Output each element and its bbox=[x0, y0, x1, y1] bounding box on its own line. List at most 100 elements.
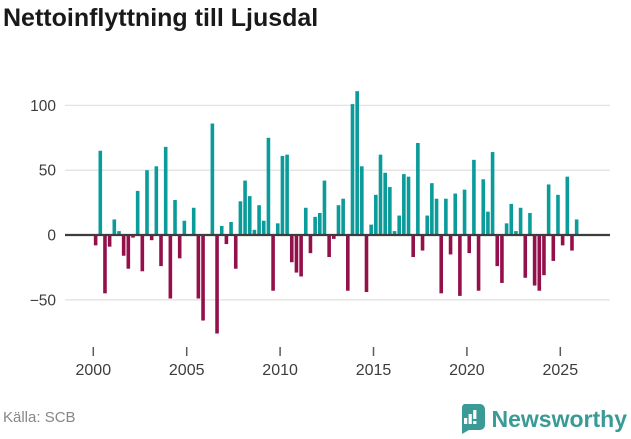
logo-bar-small bbox=[463, 418, 467, 424]
x-axis-label-2025: 2025 bbox=[543, 362, 579, 379]
bar bbox=[490, 152, 495, 235]
bar bbox=[229, 222, 233, 235]
bar bbox=[280, 155, 285, 235]
bar bbox=[486, 211, 490, 235]
bar bbox=[210, 123, 215, 235]
bar bbox=[369, 224, 373, 235]
y-axis-label--50: −50 bbox=[30, 292, 57, 309]
bar bbox=[140, 235, 145, 272]
bar bbox=[117, 231, 121, 235]
bar bbox=[402, 174, 406, 235]
bar bbox=[523, 235, 528, 278]
bar bbox=[98, 150, 103, 235]
bar bbox=[383, 172, 387, 235]
bar bbox=[112, 219, 117, 235]
bar bbox=[266, 137, 271, 235]
bar bbox=[308, 235, 313, 254]
bar bbox=[168, 235, 173, 299]
bar bbox=[458, 235, 462, 296]
x-axis-label-2020: 2020 bbox=[449, 362, 485, 379]
logo-bar-medium bbox=[468, 414, 472, 424]
bar bbox=[126, 235, 131, 269]
bar bbox=[476, 235, 481, 291]
bar bbox=[327, 235, 331, 258]
chart-footer: Källa: SCB Newsworthy bbox=[0, 397, 631, 439]
newsworthy-logo-icon bbox=[461, 404, 485, 434]
bar bbox=[532, 235, 537, 286]
x-axis-label-2010: 2010 bbox=[262, 362, 298, 379]
bar bbox=[215, 235, 219, 334]
bar bbox=[350, 104, 355, 235]
y-axis-label-100: 100 bbox=[30, 98, 56, 115]
bar bbox=[289, 235, 294, 263]
bar bbox=[261, 220, 266, 235]
bar bbox=[560, 235, 565, 246]
bar bbox=[135, 190, 140, 235]
bar bbox=[121, 235, 126, 256]
bar bbox=[177, 235, 182, 259]
bar bbox=[107, 235, 112, 247]
bar bbox=[332, 235, 336, 239]
bar bbox=[303, 207, 308, 235]
bar bbox=[294, 235, 299, 273]
page-title: Nettoinflyttning till Ljusdal bbox=[3, 4, 319, 32]
bar bbox=[196, 235, 201, 299]
bar bbox=[252, 229, 257, 235]
bar bbox=[285, 154, 289, 235]
y-axis-label-50: 50 bbox=[39, 163, 57, 180]
bar bbox=[411, 235, 415, 258]
bar bbox=[542, 235, 546, 276]
bar bbox=[322, 180, 327, 235]
bar bbox=[374, 194, 378, 235]
bar bbox=[467, 235, 472, 254]
source-label: Källa: SCB bbox=[3, 409, 76, 426]
x-axis-label-2015: 2015 bbox=[356, 362, 392, 379]
bar bbox=[159, 235, 163, 267]
bar bbox=[416, 142, 420, 235]
bar bbox=[318, 212, 322, 235]
bar bbox=[145, 170, 149, 235]
bar bbox=[570, 235, 574, 251]
bar bbox=[537, 235, 542, 291]
bar bbox=[219, 225, 224, 235]
bar bbox=[191, 207, 196, 235]
bar bbox=[453, 193, 458, 235]
bar bbox=[439, 235, 444, 294]
bar bbox=[528, 212, 532, 235]
bar bbox=[247, 196, 252, 235]
bar bbox=[392, 231, 397, 235]
bar bbox=[462, 189, 467, 235]
bar bbox=[355, 91, 359, 235]
bar bbox=[546, 184, 551, 235]
x-axis-label-2005: 2005 bbox=[169, 362, 205, 379]
x-axis-label-2000: 2000 bbox=[76, 362, 112, 379]
bar bbox=[420, 235, 425, 251]
newsworthy-logo[interactable]: Newsworthy bbox=[459, 404, 627, 434]
bar bbox=[425, 215, 429, 235]
bar bbox=[243, 180, 247, 235]
bar bbox=[271, 235, 275, 291]
bar bbox=[131, 235, 135, 238]
bar bbox=[406, 176, 411, 235]
bar bbox=[93, 235, 98, 246]
bar bbox=[500, 235, 504, 283]
bar bbox=[173, 200, 177, 235]
bar bbox=[224, 235, 229, 245]
bar bbox=[313, 216, 317, 235]
bar bbox=[233, 235, 238, 269]
bar bbox=[518, 207, 523, 235]
bar bbox=[149, 235, 154, 241]
bar bbox=[346, 235, 350, 291]
bar bbox=[103, 235, 107, 294]
bar bbox=[388, 187, 392, 235]
bar bbox=[556, 194, 560, 235]
bar bbox=[481, 179, 486, 235]
bar bbox=[378, 154, 383, 235]
bar bbox=[201, 235, 205, 321]
bar bbox=[397, 215, 401, 235]
bar bbox=[163, 146, 168, 235]
bar bbox=[495, 235, 500, 267]
bar bbox=[509, 203, 514, 235]
bar bbox=[299, 235, 303, 277]
bar bbox=[565, 176, 570, 235]
